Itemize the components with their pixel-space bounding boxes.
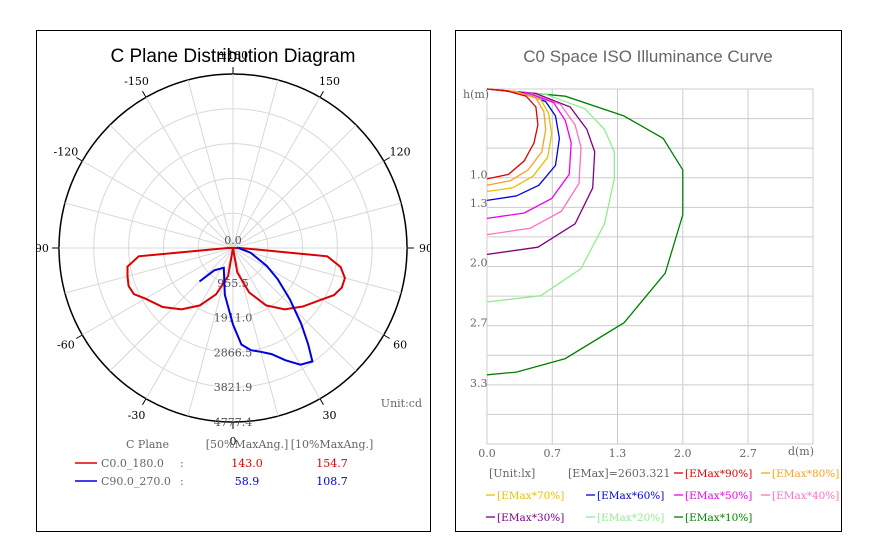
iso-x-tick: 1.3 — [609, 447, 627, 460]
iso-y-tick: 1.0 — [470, 168, 488, 181]
polar-grid-spoke — [232, 247, 384, 336]
polar-series-C0.0_180.0 — [126, 247, 346, 311]
iso-series-line — [486, 88, 547, 186]
legend-colon: : — [180, 475, 184, 488]
polar-angle-tick — [142, 398, 147, 406]
iso-chart-title: C0 Space ISO Illuminance Curve — [523, 47, 772, 66]
iso-legend-label: [EMax*60%] — [597, 490, 664, 502]
polar-angle-tick — [142, 90, 147, 98]
polar-grid-spoke — [232, 79, 279, 249]
polar-angle-label: 150 — [319, 75, 340, 88]
iso-ylabel: h(m) — [463, 88, 489, 101]
polar-angle-label: -90 — [37, 242, 49, 255]
iso-legend-label: [EMax*50%] — [685, 490, 752, 502]
polar-grid-spoke — [109, 247, 234, 372]
polar-chart: C Plane Distribution Diagram ±180 150 120 9… — [37, 46, 430, 488]
iso-xlabel: d(m) — [788, 445, 814, 458]
iso-series-line — [486, 88, 615, 303]
polar-angle-label: 90 — [419, 242, 430, 255]
polar-grid-spoke — [145, 97, 234, 249]
polar-angle-tick — [383, 157, 391, 162]
polar-angle-label: ±180 — [218, 49, 248, 62]
polar-chart-panel: C Plane Distribution Diagram ±180 150 120 9… — [36, 30, 431, 532]
polar-grid-spoke — [232, 247, 402, 294]
iso-legend-label: [EMax*40%] — [772, 490, 839, 502]
iso-legend-label: [EMax*80%] — [772, 468, 839, 480]
polar-grid-spoke — [82, 247, 234, 336]
beam-50: 143.0 — [231, 457, 263, 470]
iso-series-line — [486, 88, 539, 180]
iso-legend-label: [EMax*10%] — [685, 512, 752, 524]
polar-angle-label: 120 — [390, 146, 411, 159]
iso-x-tick: 0.0 — [478, 447, 496, 460]
polar-angle-label: -30 — [128, 409, 146, 422]
legend-colon: : — [180, 457, 184, 470]
iso-y-tick: 1.3 — [470, 197, 488, 210]
iso-x-tick: 2.7 — [739, 447, 757, 460]
polar-radial-label: 0.0 — [224, 234, 242, 247]
iso-emax: [EMax]=2603.321 — [568, 467, 670, 480]
legend-name: C0.0_180.0 — [101, 457, 164, 470]
polar-radial-label: 4777.4 — [214, 416, 253, 429]
polar-radial-label: 3821.9 — [214, 381, 253, 394]
iso-series-line — [486, 88, 553, 193]
beam-10: 154.7 — [316, 457, 348, 470]
table-header: C Plane — [126, 438, 169, 451]
polar-grid-spoke — [232, 247, 321, 399]
iso-x-tick: 0.7 — [544, 447, 562, 460]
iso-chart: C0 Space ISO Illuminance Curve h(m) 1.0 1.… — [463, 47, 839, 524]
iso-series-line — [486, 88, 596, 256]
polar-angle-tick — [383, 334, 391, 339]
polar-grid-spoke — [232, 97, 321, 249]
iso-chart-panel: C0 Space ISO Illuminance Curve h(m) 1.0 1.… — [455, 30, 842, 532]
table-header: [10%MaxAng.] — [291, 438, 374, 451]
iso-y-tick: 3.3 — [470, 377, 488, 390]
polar-grid-spoke — [232, 160, 384, 249]
polar-grid-spoke — [145, 247, 234, 399]
polar-angle-tick — [75, 157, 83, 162]
polar-angle-label: 60 — [393, 339, 407, 352]
polar-radial-label: 1911.0 — [214, 312, 253, 325]
polar-grid-spoke — [64, 247, 234, 294]
polar-radial-label: 2866.5 — [214, 346, 253, 359]
polar-angle-label: 0 — [230, 435, 237, 448]
polar-series-C90.0_270.0 — [198, 246, 314, 366]
polar-grid-spoke — [187, 247, 234, 417]
table-header: [50%MaxAng.] — [206, 438, 289, 451]
polar-angle-tick — [319, 398, 324, 406]
polar-angle-label: -150 — [124, 75, 149, 88]
polar-grid-spoke — [109, 124, 234, 249]
iso-series-line — [486, 88, 684, 376]
polar-grid-spoke — [232, 202, 402, 249]
polar-angle-label: -60 — [57, 339, 75, 352]
unit-label: Unit:cd — [381, 397, 422, 410]
iso-legend-label: [EMax*30%] — [497, 512, 564, 524]
iso-legend-label: [EMax*90%] — [685, 468, 752, 480]
polar-chart-title: C Plane Distribution Diagram — [111, 46, 356, 67]
polar-angle-tick — [319, 90, 324, 98]
polar-grid-spoke — [64, 202, 234, 249]
beam-50: 58.9 — [235, 475, 260, 488]
legend-name: C90.0_270.0 — [101, 475, 171, 488]
iso-unit: [Unit:lx] — [489, 467, 535, 480]
polar-grid-spoke — [187, 79, 234, 249]
iso-y-tick: 2.0 — [470, 256, 488, 269]
iso-y-tick: 2.7 — [470, 317, 488, 330]
polar-grid-spoke — [232, 124, 357, 249]
polar-grid-spoke — [82, 160, 234, 249]
polar-angle-tick — [75, 334, 83, 339]
polar-angle-label: 30 — [323, 409, 337, 422]
iso-series-line — [486, 88, 572, 220]
iso-legend-label: [EMax*20%] — [597, 512, 664, 524]
beam-10: 108.7 — [316, 475, 348, 488]
iso-legend-label: [EMax*70%] — [497, 490, 564, 502]
polar-angle-label: -120 — [53, 146, 78, 159]
iso-x-tick: 2.0 — [674, 447, 692, 460]
iso-series-line — [486, 88, 582, 236]
